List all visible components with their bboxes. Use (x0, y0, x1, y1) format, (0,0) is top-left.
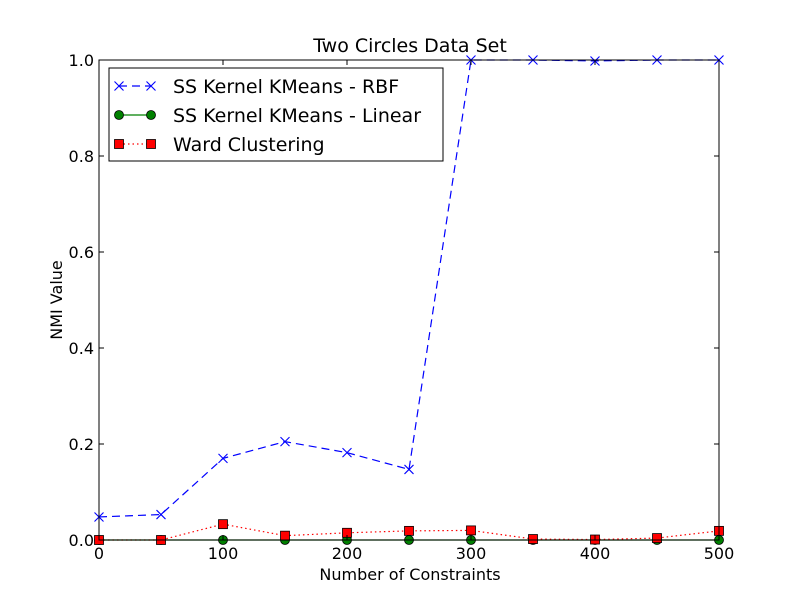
y-tick-label-2: 0.4 (69, 339, 94, 358)
x-tick-label-5: 500 (704, 544, 735, 563)
y-tick-label-5: 1.0 (69, 51, 94, 70)
series-0-point-2 (218, 453, 228, 464)
x-axis-label: Number of Constraints (319, 565, 500, 584)
series-0-point-4 (342, 447, 352, 458)
series-2-point-2 (218, 519, 228, 530)
series-0-point-3 (280, 436, 290, 447)
x-tick-label-0: 0 (94, 544, 104, 563)
series-line-0 (98, 59, 719, 518)
series-0-point-5 (404, 464, 414, 475)
legend-marker-2-1 (146, 139, 156, 149)
series-2-point-9 (652, 533, 662, 543)
legend-marker-0-0 (114, 81, 124, 91)
legend-marker-1-0 (114, 110, 124, 120)
x-tick-label-3: 300 (456, 544, 487, 563)
plot-frame (98, 59, 720, 541)
series-2-point-6 (466, 525, 476, 536)
legend-label-2: Ward Clustering (173, 134, 325, 156)
x-tick-label-2: 200 (332, 544, 363, 563)
chart-title: Two Circles Data Set (312, 35, 507, 57)
y-tick-label-3: 0.6 (69, 243, 94, 262)
plot-area: 0 100 200 300 400 500 0.0 0.2 0.4 0.6 0.8 1.0 SS Ker… (69, 51, 735, 563)
series-line-2 (99, 523, 720, 541)
y-tick-label-0: 0.0 (69, 531, 94, 550)
legend-label-1: SS Kernel KMeans - Linear (173, 105, 421, 127)
x-tick-label-4: 400 (580, 544, 611, 563)
legend-marker-0-1 (146, 81, 156, 91)
legend-marker-1-1 (146, 110, 156, 120)
legend-box (108, 67, 444, 162)
series-2-point-3 (280, 530, 290, 541)
x-tick-label-1: 100 (208, 544, 239, 563)
legend-label-0: SS Kernel KMeans - RBF (173, 76, 399, 98)
y-tick-label-4: 0.8 (69, 147, 94, 166)
series-0-point-1 (156, 509, 166, 520)
legend: SS Kernel KMeans - RBF SS Kernel KMeans -… (108, 67, 444, 162)
legend-marker-2-0 (114, 139, 124, 149)
series-2-point-5 (404, 525, 414, 536)
series-2-point-7 (528, 534, 538, 544)
y-axis-label: NMI Value (47, 260, 66, 340)
y-tick-label-1: 0.2 (69, 435, 94, 454)
